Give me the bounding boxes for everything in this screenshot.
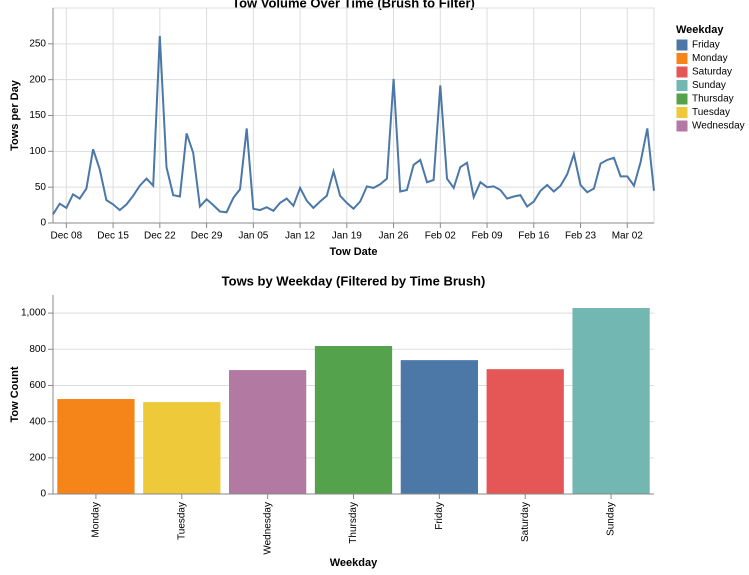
x-axis-title: Weekday <box>330 557 378 569</box>
y-tick-label: 50 <box>35 182 47 193</box>
legend-title: Weekday <box>676 24 724 36</box>
y-axis-title: Tow Count <box>9 366 21 422</box>
legend-label: Saturday <box>692 67 732 78</box>
x-tick-label: Feb 02 <box>425 231 457 242</box>
legend-swatch <box>676 39 688 51</box>
y-tick-label: 1,000 <box>21 308 46 319</box>
chart-title: Tow Volume Over Time (Brush to Filter) <box>232 0 475 10</box>
x-tick-label: Saturday <box>520 502 531 542</box>
legend-label: Sunday <box>692 80 726 91</box>
x-tick-label: Dec 15 <box>97 231 129 242</box>
x-tick-label: Feb 16 <box>518 231 550 242</box>
legend-swatch <box>676 80 688 91</box>
x-tick-label: Sunday <box>606 502 617 536</box>
legend-label: Thursday <box>692 94 734 105</box>
line <box>52 35 655 215</box>
x-tick-label: Dec 08 <box>51 231 83 242</box>
bar <box>314 346 393 494</box>
legend-label: Friday <box>692 40 720 51</box>
bar <box>486 369 564 494</box>
legend-swatch <box>676 53 688 64</box>
y-tick-label: 200 <box>29 452 46 463</box>
x-tick-label: Mar 02 <box>612 231 644 242</box>
y-tick-label: 250 <box>29 38 46 49</box>
x-tick-label: Jan 05 <box>238 231 268 242</box>
chart-title: Tows by Weekday (Filtered by Time Brush) <box>222 273 486 288</box>
y-tick-label: 800 <box>29 344 46 355</box>
y-tick-label: 0 <box>40 218 46 229</box>
x-tick-label: Feb 09 <box>471 231 503 242</box>
legend-swatch <box>676 93 688 105</box>
bar <box>229 370 307 494</box>
legend-swatch <box>676 120 688 132</box>
x-tick-label: Dec 29 <box>191 231 223 242</box>
x-tick-label: Feb 23 <box>565 231 597 242</box>
x-tick-label: Jan 12 <box>285 231 315 242</box>
x-tick-label: Jan 19 <box>332 231 362 242</box>
legend-label: Tuesday <box>692 107 730 118</box>
y-axis-title: Tows per Day <box>9 79 21 151</box>
x-axis-title: Tow Date <box>329 246 377 258</box>
legend-label: Wednesday <box>692 121 745 132</box>
y-tick-label: 400 <box>29 416 46 427</box>
x-tick-label: Tuesday <box>176 502 187 540</box>
x-tick-label: Monday <box>91 502 102 538</box>
bar <box>143 402 221 494</box>
y-tick-label: 100 <box>29 146 46 157</box>
bar <box>572 308 650 494</box>
legend-swatch <box>676 107 688 118</box>
x-tick-label: Thursday <box>348 502 359 544</box>
y-tick-label: 150 <box>29 110 46 121</box>
x-tick-label: Friday <box>434 502 445 530</box>
x-tick-label: Dec 22 <box>144 231 176 242</box>
bar <box>400 360 478 494</box>
legend-swatch <box>676 66 688 78</box>
x-tick-label: Wednesday <box>262 502 273 555</box>
bar <box>57 399 135 494</box>
y-tick-label: 200 <box>29 74 46 85</box>
y-tick-label: 600 <box>29 380 46 391</box>
x-tick-label: Jan 26 <box>379 231 409 242</box>
y-tick-label: 0 <box>40 489 46 500</box>
legend-label: Monday <box>692 53 728 64</box>
